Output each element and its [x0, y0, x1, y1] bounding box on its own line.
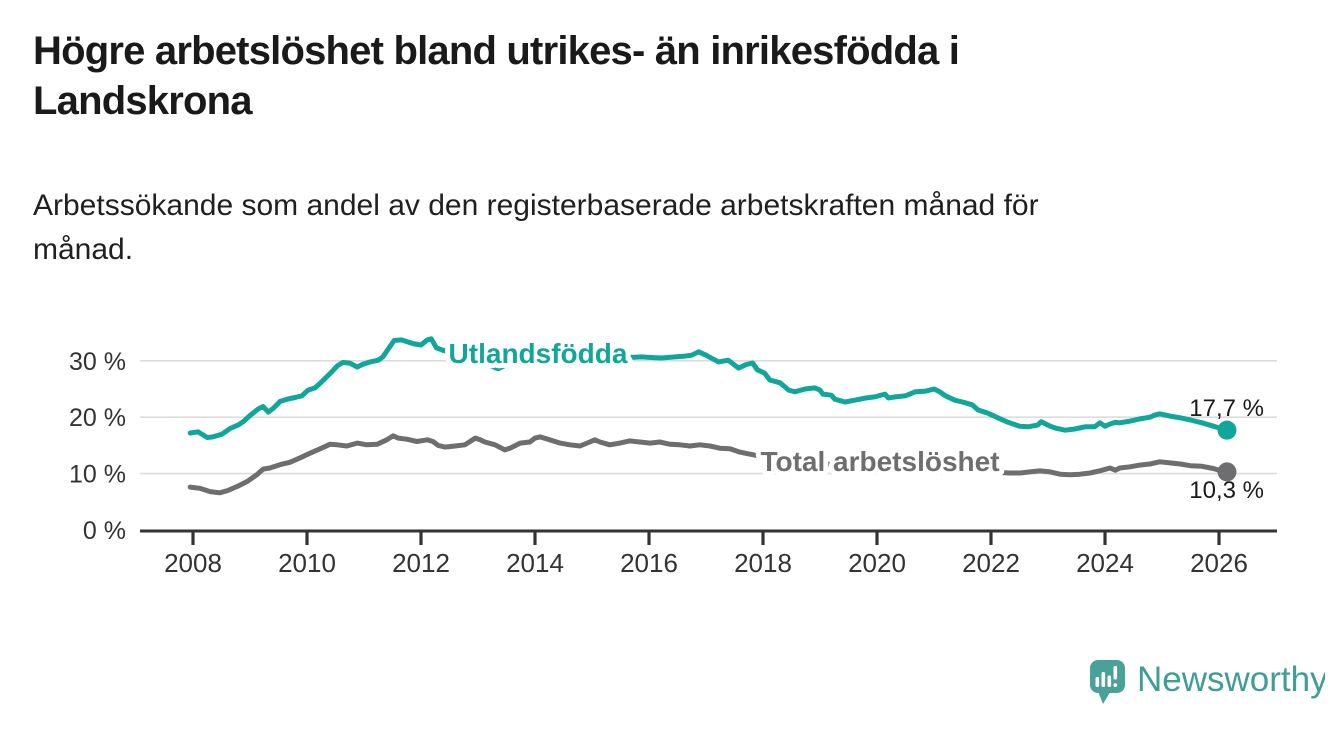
series-line-total-arbetsloshet — [187, 433, 1230, 496]
series-label: Total arbetslöshet — [760, 446, 999, 477]
gridlines — [140, 359, 1277, 475]
x-tick-label: 2010 — [278, 548, 336, 578]
series-value-label: 17,7 % — [1189, 395, 1264, 422]
x-tick-label: 2024 — [1076, 548, 1134, 578]
chart-subtitle-line-1: Arbetssökande som andel av den registerb… — [33, 189, 1039, 222]
speech-bubble-bar-chart-icon — [1090, 660, 1125, 704]
series-lines — [187, 336, 1237, 496]
series-label: Utlandsfödda — [449, 338, 628, 369]
y-tick-label: 10 % — [69, 461, 126, 489]
x-axis-tick-labels: 2008 2010 2012 2014 2016 2018 2020 2022 2024 2026 — [164, 548, 1248, 578]
y-tick-label: 0 % — [83, 517, 126, 545]
series-end-dot — [1217, 420, 1237, 440]
chart-subtitle-line-2: månad. — [33, 233, 134, 266]
y-tick-label: 20 % — [69, 404, 126, 432]
chart-title-line-2: Landskrona — [33, 79, 253, 123]
x-tick-label: 2022 — [962, 548, 1020, 578]
series-line-utlandsfodda — [187, 336, 1230, 440]
x-tick-label: 2026 — [1190, 548, 1248, 578]
series-labels: Utlandsfödda 17,7 % Total arbetslöshet 10,3… — [444, 333, 1264, 504]
chart-title: Högre arbetslöshet bland utrikes- än inr… — [33, 26, 1273, 126]
newsworthy-wordmark: Newsworthy — [1137, 660, 1325, 699]
x-tick-label: 2012 — [392, 548, 450, 578]
y-axis-tick-labels: 0 % 10 % 20 % 30 % — [69, 348, 126, 545]
line-chart: 0 % 10 % 20 % 30 % 2008 2010 2012 2014 2016 2018… — [69, 333, 1277, 578]
x-tick-label: 2020 — [848, 548, 906, 578]
x-tick-label: 2018 — [734, 548, 792, 578]
x-axis — [140, 529, 1277, 545]
x-tick-label: 2016 — [620, 548, 678, 578]
y-tick-label: 30 % — [69, 348, 126, 376]
chart-subtitle: Arbetssökande som andel av den registerb… — [33, 184, 1273, 272]
series-value-label: 10,3 % — [1189, 477, 1264, 504]
x-tick-label: 2008 — [164, 548, 222, 578]
series-end-dot — [1217, 462, 1237, 482]
chart-title-line-1: Högre arbetslöshet bland utrikes- än inr… — [33, 29, 960, 73]
newsworthy-logo: Newsworthy — [1090, 660, 1325, 704]
x-tick-label: 2014 — [506, 548, 564, 578]
